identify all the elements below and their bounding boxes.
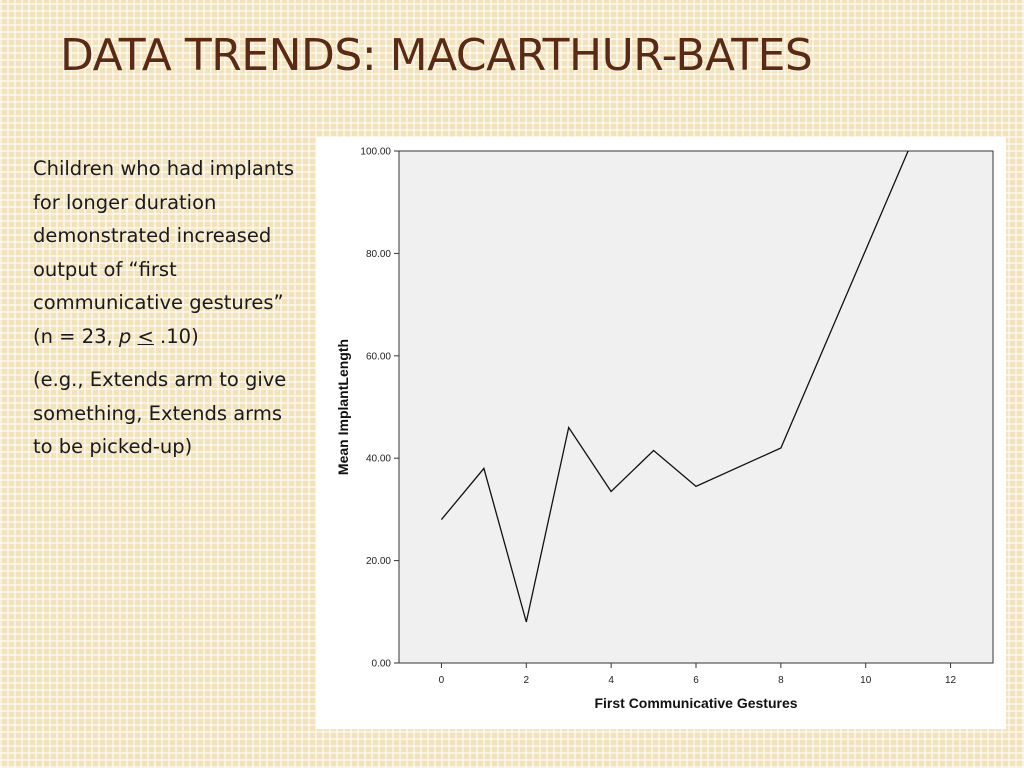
p-symbol: p — [118, 324, 132, 348]
less-equal-symbol: < — [137, 324, 154, 348]
body-paragraph-1: Children who had implants for longer dur… — [33, 152, 295, 353]
x-tick-label: 12 — [945, 675, 957, 686]
x-tick-label: 2 — [524, 675, 530, 686]
x-tick-label: 6 — [693, 675, 699, 686]
body-paragraph-2: (e.g., Extends arm to give something, Ex… — [33, 368, 287, 458]
y-tick-label: 40.00 — [366, 454, 391, 465]
plot-area — [398, 150, 994, 664]
series-line — [440, 150, 909, 623]
x-tick-label: 10 — [860, 675, 872, 686]
x-tick-label: 4 — [608, 675, 614, 686]
x-tick-label: 0 — [439, 675, 445, 686]
y-axis-ticks: 0.00 20.00 40.00 60.00 80.00 100.00 — [360, 147, 399, 670]
slide-title: DATA TRENDS: MACARTHUR-BATES — [60, 30, 813, 81]
y-tick-label: 60.00 — [366, 351, 391, 362]
paragraph-1-text: Children who had implants for longer dur… — [33, 157, 294, 348]
y-tick-label: 20.00 — [366, 556, 391, 567]
paragraph-1-tail: .10) — [153, 324, 199, 348]
y-tick-label: 80.00 — [366, 249, 391, 260]
x-axis-ticks: 0 2 4 6 8 10 12 — [439, 663, 957, 686]
y-axis-title: Mean ImplantLength — [335, 339, 351, 475]
x-axis-title: First Communicative Gestures — [594, 695, 797, 711]
body-text: Children who had implants for longer dur… — [33, 152, 295, 474]
y-tick-label: 0.00 — [372, 659, 392, 670]
x-tick-label: 8 — [778, 675, 784, 686]
y-tick-label: 100.00 — [360, 147, 391, 158]
line-chart: 0 2 4 6 8 10 12 0.00 20.00 40.00 60.00 80.00 100.00… — [335, 147, 994, 711]
chart-panel: 0 2 4 6 8 10 12 0.00 20.00 40.00 60.00 80.00 100.00… — [316, 137, 1006, 729]
